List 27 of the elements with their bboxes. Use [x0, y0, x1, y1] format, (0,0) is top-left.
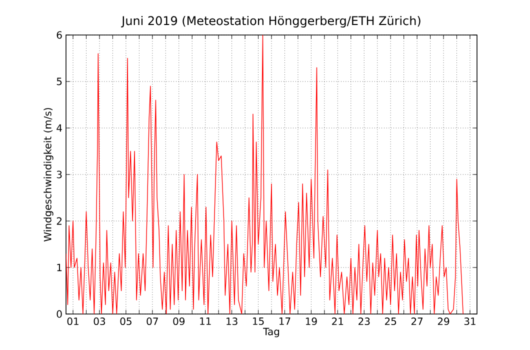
- x-tick-label: 19: [306, 318, 317, 326]
- x-tick-label: 09: [173, 318, 185, 326]
- y-tick-label: 2: [56, 217, 62, 225]
- x-axis-title: Tag: [263, 328, 280, 338]
- line-series: [66, 35, 464, 314]
- y-tick-label: 1: [57, 264, 62, 272]
- x-tick-label: 07: [146, 318, 158, 326]
- x-tick-label: 29: [438, 318, 450, 326]
- x-tick-label: 25: [384, 318, 396, 326]
- y-tick-label: 4: [56, 124, 62, 132]
- x-tick-label: 17: [279, 318, 290, 325]
- y-axis-title: Windgeschwindigkeit (m/s): [44, 108, 54, 242]
- x-tick-label: 01: [67, 318, 78, 326]
- x-tick-label: 23: [358, 318, 370, 326]
- x-tick-label: 13: [226, 318, 238, 326]
- x-tick-label: 21: [332, 318, 344, 325]
- y-tick-label: 5: [56, 78, 62, 86]
- y-tick-label: 6: [56, 31, 62, 39]
- y-tick-label: 3: [56, 170, 62, 178]
- x-tick-label: 31: [464, 318, 476, 326]
- x-tick-label: 27: [411, 318, 423, 325]
- x-tick-label: 05: [120, 318, 132, 326]
- x-tick-label: 15: [253, 318, 264, 325]
- x-tick-label: 03: [94, 318, 106, 326]
- chart-title: Juni 2019 (Meteostation Hönggerberg/ETH Zürich): [121, 16, 420, 28]
- x-tick-label: 11: [200, 318, 211, 325]
- y-tick-label: 0: [56, 310, 62, 318]
